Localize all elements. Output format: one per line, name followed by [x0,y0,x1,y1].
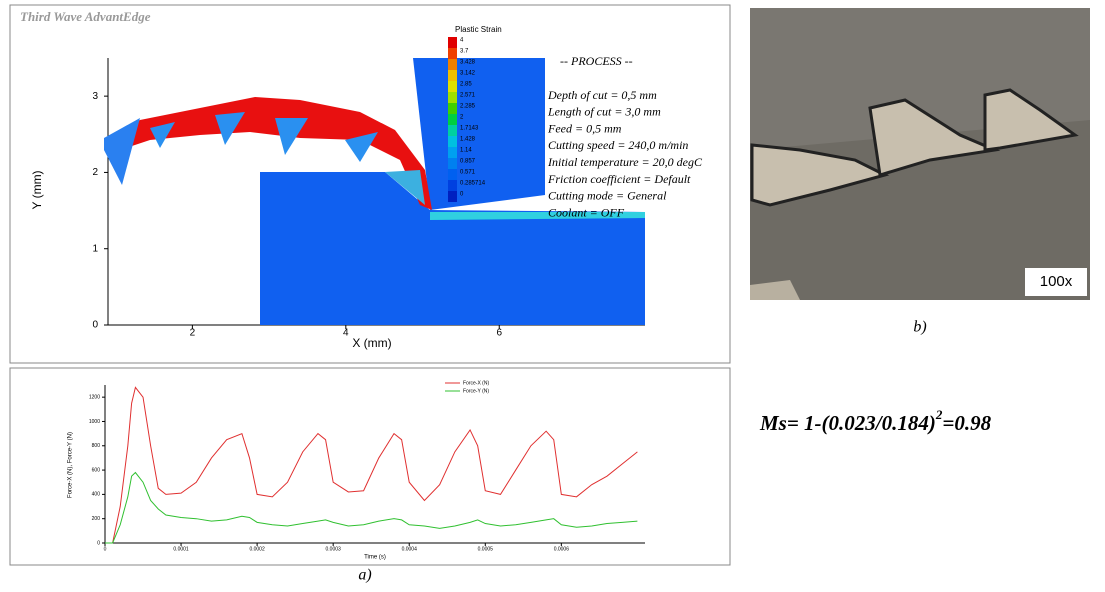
y-tick-label: 2 [92,167,98,178]
x-tick-label: 0.0006 [554,546,570,552]
x-tick-label: 0.0005 [478,546,494,552]
colorbar-cell [448,59,457,70]
process-line: Feed = 0,5 mm [547,121,622,135]
process-line: Length of cut = 3,0 mm [547,105,661,119]
legend-label: 0.285714 [460,181,486,187]
x-tick-label: 4 [343,328,349,339]
colorbar-cell [448,191,457,202]
y-tick-label: 0 [97,540,100,546]
colorbar-cell [448,158,457,169]
legend-label: 2.85 [460,82,472,88]
x-axis-label: Time (s) [364,555,386,561]
legend-label: 3.142 [460,71,476,77]
caption: a) [358,567,371,584]
y-tick-label: 800 [92,443,101,449]
process-line: Cutting speed = 240,0 m/min [548,138,688,152]
legend-label: 0.571 [460,170,476,176]
legend-label: 2.571 [460,93,476,99]
colorbar-cell [448,169,457,180]
legend-title: Plastic Strain [455,25,502,34]
y-axis-label: Y (mm) [30,170,44,209]
x-tick-label: 0.0002 [249,546,265,552]
legend-label: 3.7 [460,49,469,55]
legend-label: 0.857 [460,159,476,165]
x-axis-label: X (mm) [352,336,391,350]
x-tick-label: 0.0003 [326,546,342,552]
colorbar-cell [448,92,457,103]
colorbar-cell [448,81,457,92]
colorbar-cell [448,125,457,136]
y-tick-label: 600 [92,467,101,473]
process-line: Initial temperature = 20,0 degC [547,155,703,169]
colorbar-cell [448,48,457,59]
y-axis-label: Force-X (N), Force-Y (N) [68,432,74,498]
colorbar-cell [448,180,457,191]
formula-result: =0.98 [942,411,991,435]
formula: Ms= 1-(0.023/0.184)2=0.98 [759,407,992,435]
colorbar-cell [448,70,457,81]
force-frame [10,368,730,565]
legend-label: 1.428 [460,137,476,143]
y-tick-label: 3 [92,91,98,102]
x-tick-label: 6 [496,328,502,339]
colorbar-cell [448,136,457,147]
y-tick-label: 1 [92,243,98,254]
process-line: Depth of cut = 0,5 mm [547,88,657,102]
legend-label: 1.14 [460,148,472,154]
x-tick-label: 0.0004 [402,546,418,552]
legend-label: 1.7143 [460,126,479,132]
legend-label: Force-Y (N) [463,388,489,394]
formula-base: Ms= 1-(0.023/0.184) [759,411,936,435]
brand: Third Wave AdvantEdge [20,9,151,24]
legend-label: 3.428 [460,60,476,66]
process-line: Friction coefficient = Default [547,172,691,186]
caption: b) [913,319,926,336]
magnification: 100x [1040,273,1073,290]
x-tick-label: 0 [104,546,107,552]
y-tick-label: 0 [92,320,98,331]
colorbar-cell [448,114,457,125]
x-tick-label: 0.0001 [173,546,189,552]
colorbar-cell [448,37,457,48]
figure: Third Wave AdvantEdge 4 3.7 3.428 3.142 2.85… [0,0,1105,587]
y-tick-label: 1200 [89,394,100,400]
legend-label: 2.285 [460,104,476,110]
y-tick-label: 200 [92,516,101,522]
legend-label: Force-X (N) [463,380,489,386]
page: {"simulation": {"brand": "Third Wave Adv… [0,0,1105,587]
tool [413,58,545,210]
y-tick-label: 400 [92,492,101,498]
y-tick-label: 1000 [89,419,100,425]
colorbar-cell [448,147,457,158]
x-tick-label: 2 [190,328,196,339]
process-line: Coolant = OFF [548,205,625,219]
process-line: Cutting mode = General [548,189,667,203]
process-title: -- PROCESS -- [560,54,633,68]
colorbar-cell [448,103,457,114]
